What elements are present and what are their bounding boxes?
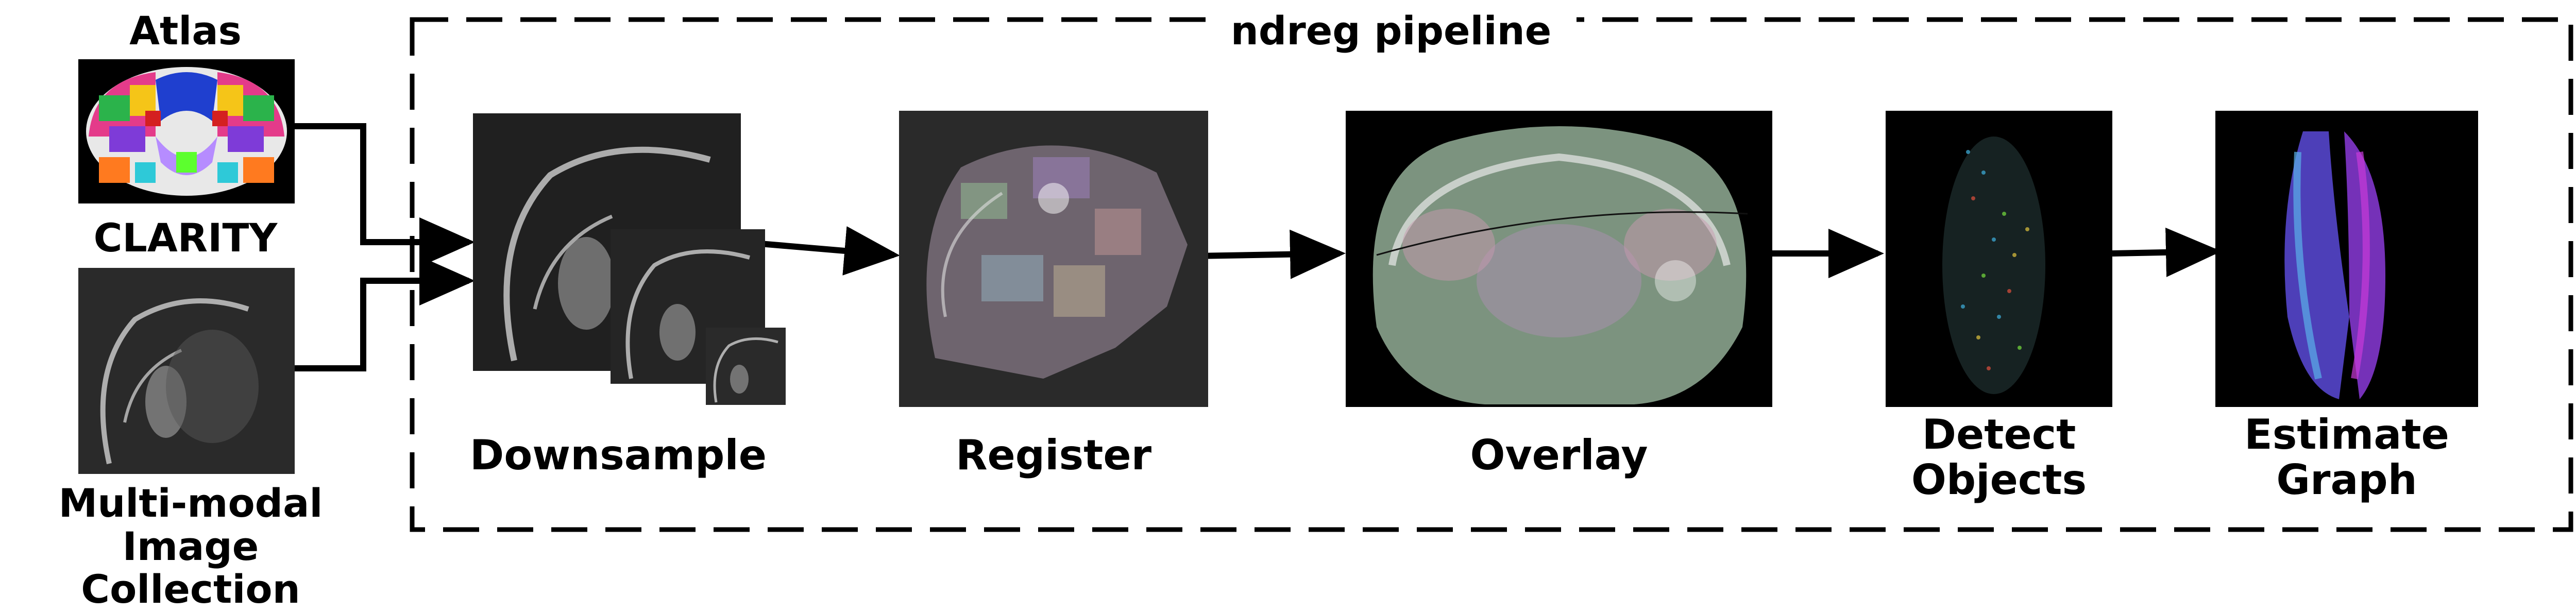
downsample-image-small — [706, 328, 786, 405]
step-label-detect-objects: Detect Objects — [1911, 411, 2087, 504]
detect-objects-image — [1886, 111, 2112, 407]
clarity-label: CLARITY — [93, 215, 278, 261]
arrow-downsample-to-register — [741, 226, 900, 276]
arrow-detect-to-estimate — [2112, 227, 2222, 277]
register-image — [899, 111, 1208, 407]
atlas-image — [78, 59, 295, 203]
step-label-register: Register — [955, 431, 1152, 479]
arrow-register-to-overlay — [1195, 229, 1346, 279]
collection-label-line2: Image Collection — [81, 523, 300, 612]
clarity-image — [78, 268, 295, 474]
pipeline-border — [410, 17, 2573, 532]
arrow-clarity-to-downsample — [295, 256, 475, 371]
collection-label: Multi-modal Image Collection — [52, 482, 330, 611]
arrow-atlas-to-downsample — [295, 123, 475, 267]
overlay-image — [1346, 111, 1772, 407]
collection-label-line1: Multi-modal — [58, 480, 323, 526]
downsample-image-large — [473, 113, 741, 371]
step-label-downsample: Downsample — [469, 431, 767, 479]
step-label-estimate-graph: Estimate Graph — [2244, 411, 2449, 504]
atlas-label: Atlas — [129, 8, 242, 54]
diagram-connectors — [295, 17, 2573, 532]
step-label-overlay: Overlay — [1470, 431, 1648, 479]
pipeline-title: ndreg pipeline — [1206, 9, 1577, 53]
estimate-graph-image — [2215, 111, 2478, 407]
